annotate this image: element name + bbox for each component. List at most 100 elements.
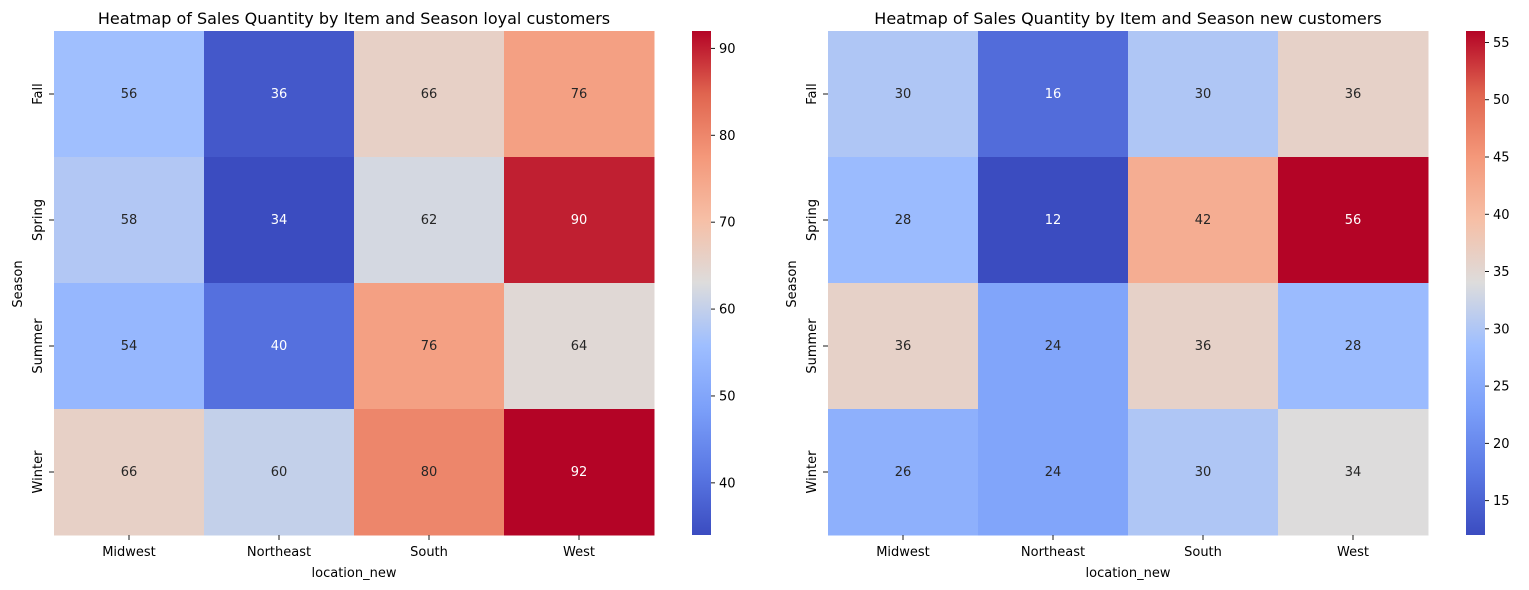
heatmap-cell (1278, 409, 1429, 536)
y-tick-label: Fall (805, 83, 820, 104)
colorbar-tick-label: 50 (1493, 93, 1510, 108)
heatmap-cell (204, 157, 355, 284)
x-tick-label: West (563, 545, 595, 560)
colorbar-tick-label: 40 (1493, 208, 1510, 223)
heatmap-cell (978, 157, 1129, 284)
cell-value-label: 28 (1345, 339, 1362, 354)
heatmap-cell (504, 283, 655, 410)
heatmap-cell (1128, 157, 1279, 284)
colorbar-tick-label: 30 (1493, 322, 1510, 337)
cell-value-label: 42 (1195, 213, 1212, 228)
x-tick-label: Northeast (247, 545, 311, 560)
heatmap-cell (1278, 283, 1429, 410)
heatmap-cell (978, 283, 1129, 410)
chart-title: Heatmap of Sales Quantity by Item and Se… (874, 9, 1381, 28)
colorbar-tick-label: 80 (719, 129, 736, 144)
cell-value-label: 56 (1345, 213, 1362, 228)
heatmap-panel-loyal: Heatmap of Sales Quantity by Item and Se… (11, 9, 736, 581)
cell-value-label: 92 (571, 465, 588, 480)
heatmap-cell (54, 283, 205, 410)
x-tick-label: Midwest (102, 545, 156, 560)
cell-value-label: 62 (421, 213, 438, 228)
cell-value-label: 36 (1195, 339, 1212, 354)
x-tick-label: South (410, 545, 448, 560)
heatmap-cell (354, 409, 505, 536)
heatmap-cell (354, 31, 505, 158)
cell-value-label: 90 (571, 213, 588, 228)
cell-value-label: 58 (121, 213, 138, 228)
colorbar (692, 31, 711, 535)
y-tick-label: Summer (805, 318, 820, 374)
heatmap-cell (504, 31, 655, 158)
heatmap-cell (1128, 409, 1279, 536)
cell-value-label: 36 (895, 339, 912, 354)
cell-value-label: 24 (1045, 339, 1062, 354)
colorbar-tick-label: 70 (719, 216, 736, 231)
cell-value-label: 30 (1195, 465, 1212, 480)
cell-value-label: 64 (571, 339, 588, 354)
y-tick-label: Fall (31, 83, 46, 104)
heatmap-cell (1278, 157, 1429, 284)
heatmap-cell (828, 31, 979, 158)
x-axis-label: location_new (1086, 566, 1171, 581)
heatmap-cell (54, 409, 205, 536)
heatmap-cell (1128, 283, 1279, 410)
heatmap-cell (354, 283, 505, 410)
chart-title: Heatmap of Sales Quantity by Item and Se… (98, 9, 610, 28)
cell-value-label: 30 (1195, 87, 1212, 102)
y-axis-label: Season (11, 260, 26, 307)
colorbar-tick-label: 90 (719, 42, 736, 57)
colorbar-tick-label: 45 (1493, 151, 1510, 166)
heatmap-cell (828, 157, 979, 284)
heatmap-cell (828, 283, 979, 410)
heatmap-panel-new: Heatmap of Sales Quantity by Item and Se… (785, 9, 1510, 581)
cell-value-label: 30 (895, 87, 912, 102)
cell-value-label: 76 (421, 339, 438, 354)
cell-value-label: 36 (1345, 87, 1362, 102)
y-tick-label: Spring (31, 199, 46, 241)
heatmap-cell (54, 31, 205, 158)
colorbar-tick-label: 25 (1493, 380, 1510, 395)
cell-value-label: 34 (271, 213, 288, 228)
colorbar-tick-label: 40 (719, 476, 736, 491)
x-tick-label: South (1184, 545, 1222, 560)
heatmap-cell (1278, 31, 1429, 158)
heatmap-cell (504, 157, 655, 284)
heatmap-cell (504, 409, 655, 536)
colorbar-tick-label: 55 (1493, 36, 1510, 51)
x-tick-label: West (1337, 545, 1369, 560)
cell-value-label: 66 (421, 87, 438, 102)
colorbar-tick-label: 35 (1493, 265, 1510, 280)
x-axis-label: location_new (312, 566, 397, 581)
cell-value-label: 76 (571, 87, 588, 102)
cell-value-label: 80 (421, 465, 438, 480)
cell-value-label: 60 (271, 465, 288, 480)
heatmap-cell (204, 409, 355, 536)
colorbar-tick-label: 15 (1493, 494, 1510, 509)
cell-value-label: 66 (121, 465, 138, 480)
heatmap-cell (204, 283, 355, 410)
heatmap-cell (54, 157, 205, 284)
heatmap-cell (204, 31, 355, 158)
cell-value-label: 56 (121, 87, 138, 102)
x-tick-label: Midwest (876, 545, 930, 560)
y-tick-label: Summer (31, 318, 46, 374)
colorbar (1466, 31, 1485, 535)
y-tick-label: Spring (805, 199, 820, 241)
heatmap-cell (1128, 31, 1279, 158)
cell-value-label: 54 (121, 339, 138, 354)
y-tick-label: Winter (31, 450, 46, 494)
cell-value-label: 36 (271, 87, 288, 102)
heatmap-cell (828, 409, 979, 536)
colorbar-tick-label: 50 (719, 389, 736, 404)
heatmap-cell (354, 157, 505, 284)
cell-value-label: 12 (1045, 213, 1062, 228)
cell-value-label: 16 (1045, 87, 1062, 102)
y-axis-label: Season (785, 260, 800, 307)
cell-value-label: 40 (271, 339, 288, 354)
colorbar-tick-label: 60 (719, 303, 736, 318)
cell-value-label: 28 (895, 213, 912, 228)
heatmap-cell (978, 409, 1129, 536)
colorbar-tick-label: 20 (1493, 437, 1510, 452)
cell-value-label: 34 (1345, 465, 1362, 480)
